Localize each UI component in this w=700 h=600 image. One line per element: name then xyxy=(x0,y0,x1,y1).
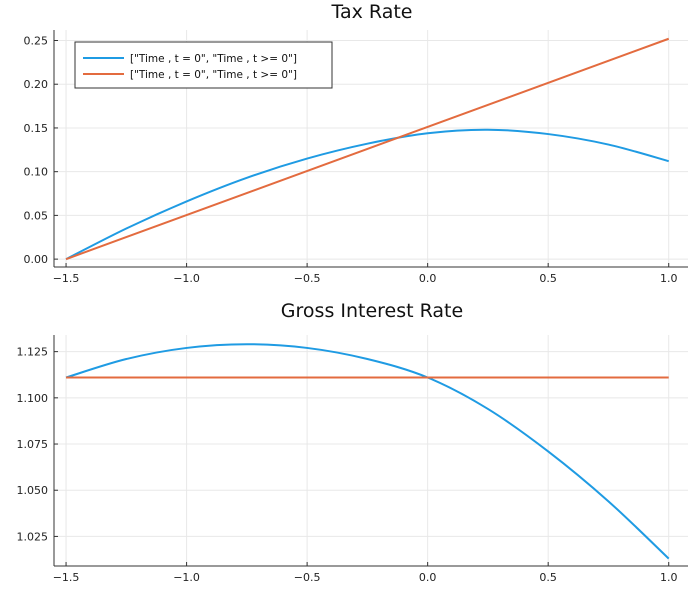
legend-label-series-1: ["Time , t = 0", "Time , t >= 0"] xyxy=(130,53,297,65)
tax-rate-x-tick-label: −0.5 xyxy=(294,272,321,285)
legend-box xyxy=(74,41,333,89)
tax-rate-y-tick-label: 0.05 xyxy=(24,209,49,222)
tax-rate-x-tick-label: −1.5 xyxy=(53,272,80,285)
tax-rate-y-tick-label: 0.20 xyxy=(24,78,49,91)
tax-rate-y-tick-label: 0.00 xyxy=(24,253,49,266)
tax-rate-ticks: −1.5 −1.0 −0.5 0.0 0.5 1.0 0.00 0.05 0.10 0.15 0.2… xyxy=(24,34,678,285)
tax-rate-axes xyxy=(53,30,688,268)
tax-rate-series xyxy=(65,37,670,261)
gross-interest-rate-ticks: −1.5 −1.0 −0.5 0.0 0.5 1.0 1.025 1.050 1.075 1.10… xyxy=(17,346,678,584)
tax-rate-series-2-line xyxy=(65,37,670,261)
tax-rate-y-tick-label: 0.10 xyxy=(24,166,49,179)
tax-rate-panel: Tax Rate −1.5 −1.0 −0.5 0.0 0.5 1.0 0.00 0.05 0.… xyxy=(24,1,688,285)
gross-interest-rate-y-tick-label: 1.100 xyxy=(17,392,49,405)
gross-interest-rate-y-tick-label: 1.075 xyxy=(17,438,49,451)
gross-interest-rate-x-tick-label: −0.5 xyxy=(294,571,321,584)
gross-interest-rate-x-tick-label: 1.0 xyxy=(660,571,678,584)
gross-interest-rate-series xyxy=(65,343,670,560)
gross-interest-rate-series-1-line xyxy=(65,343,670,560)
tax-rate-y-tick-label: 0.15 xyxy=(24,122,49,135)
tax-rate-legend: ["Time , t = 0", "Time , t >= 0"] ["Time… xyxy=(74,41,333,89)
gross-interest-rate-x-tick-label: 0.5 xyxy=(539,571,557,584)
gross-interest-rate-y-tick-label: 1.050 xyxy=(17,484,49,497)
gross-interest-rate-x-tick-label: −1.0 xyxy=(173,571,200,584)
gross-interest-rate-y-tick-label: 1.025 xyxy=(17,530,49,543)
tax-rate-x-tick-label: 0.0 xyxy=(419,272,437,285)
gross-interest-rate-panel: Gross Interest Rate −1.5 −1.0 −0.5 0.0 0.5 1.… xyxy=(17,300,688,584)
tax-rate-x-tick-label: 1.0 xyxy=(660,272,678,285)
gross-interest-rate-axes xyxy=(53,335,688,567)
gross-interest-rate-grid xyxy=(54,335,688,566)
gross-interest-rate-x-tick-label: 0.0 xyxy=(419,571,437,584)
tax-rate-title: Tax Rate xyxy=(331,1,413,23)
tax-rate-x-tick-label: −1.0 xyxy=(173,272,200,285)
tax-rate-y-tick-label: 0.25 xyxy=(24,34,49,47)
gross-interest-rate-y-tick-label: 1.125 xyxy=(17,346,49,359)
gross-interest-rate-x-tick-label: −1.5 xyxy=(53,571,80,584)
tax-rate-grid xyxy=(54,30,688,267)
legend-label-series-2: ["Time , t = 0", "Time , t >= 0"] xyxy=(130,69,297,81)
gross-interest-rate-title: Gross Interest Rate xyxy=(281,300,463,322)
tax-rate-series-1-line xyxy=(65,128,669,261)
tax-rate-x-tick-label: 0.5 xyxy=(539,272,557,285)
